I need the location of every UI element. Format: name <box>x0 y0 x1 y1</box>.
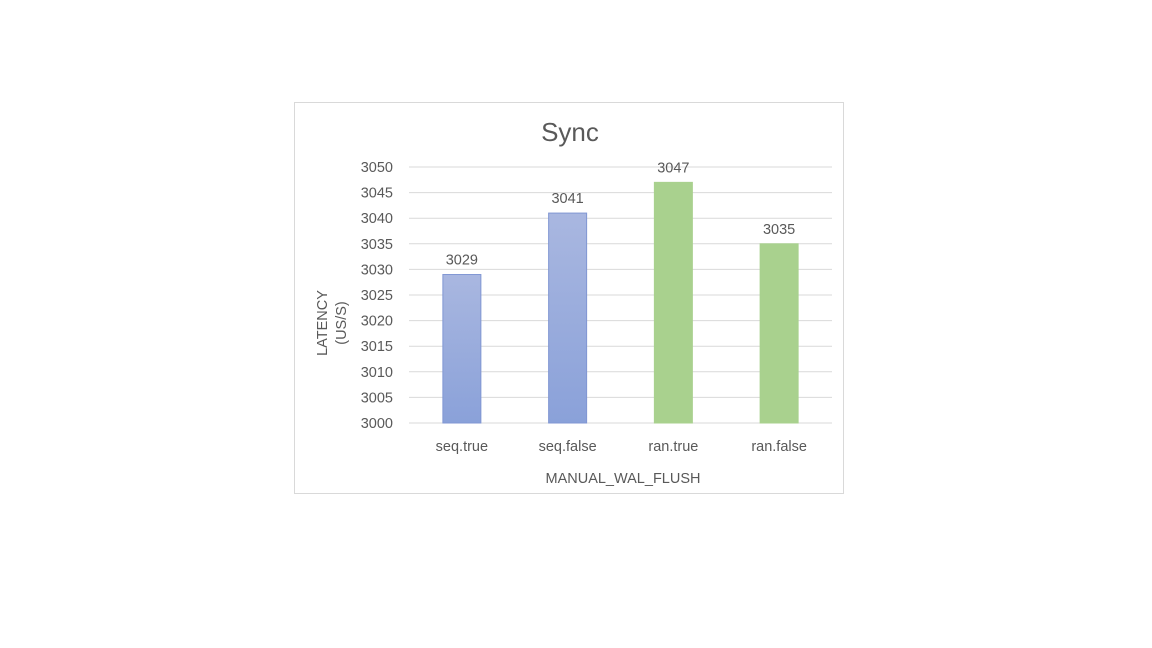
x-tick-label: seq.false <box>539 439 597 455</box>
bar-seq-true <box>442 274 482 424</box>
chart-title: Sync <box>541 117 599 147</box>
y-tick-label: 3045 <box>361 186 393 202</box>
x-axis-ticks: seq.true seq.false ran.true ran.false <box>436 439 807 455</box>
chart-frame: Sync 3000 3005 3010 3015 3020 3025 3030 3035 304… <box>294 102 844 494</box>
data-labels: 3029 3041 3047 3035 <box>446 160 796 268</box>
bar-seq-false <box>548 212 588 424</box>
data-label: 3041 <box>551 191 583 207</box>
x-axis-title: MANUAL_WAL_FLUSH <box>546 471 701 487</box>
y-tick-label: 3005 <box>361 390 393 406</box>
y-tick-label: 3015 <box>361 339 393 355</box>
x-tick-label: seq.true <box>436 439 488 455</box>
y-tick-label: 3020 <box>361 314 393 330</box>
y-tick-label: 3030 <box>361 262 393 278</box>
y-axis-title-line2: (US/S) <box>334 301 350 345</box>
data-label: 3035 <box>763 222 795 238</box>
y-axis-title: LATENCY (US/S) <box>315 290 350 356</box>
bars <box>442 181 799 424</box>
bar-ran-true <box>653 181 693 424</box>
y-axis-title-line1: LATENCY <box>315 290 331 356</box>
x-tick-label: ran.true <box>648 439 698 455</box>
y-tick-label: 3025 <box>361 288 393 304</box>
y-tick-label: 3010 <box>361 365 393 381</box>
y-tick-label: 3035 <box>361 237 393 253</box>
bar-ran-false <box>759 243 799 424</box>
data-label: 3047 <box>657 160 689 176</box>
x-tick-label: ran.false <box>751 439 807 455</box>
y-tick-label: 3050 <box>361 160 393 176</box>
y-tick-label: 3000 <box>361 416 393 432</box>
y-tick-label: 3040 <box>361 211 393 227</box>
y-axis-ticks: 3000 3005 3010 3015 3020 3025 3030 3035 3040 3045… <box>361 160 393 432</box>
bar-chart: Sync 3000 3005 3010 3015 3020 3025 3030 3035 304… <box>315 117 832 487</box>
data-label: 3029 <box>446 253 478 269</box>
